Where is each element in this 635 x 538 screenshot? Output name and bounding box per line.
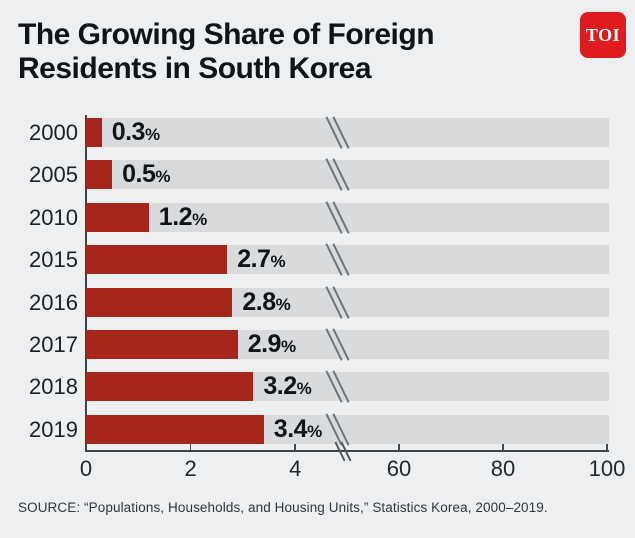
- chart-row-2016: 2.8% 2016: [29, 285, 609, 319]
- percent-sign: %: [307, 421, 322, 441]
- y-axis-line: [85, 115, 87, 451]
- chart-row-2005: 0.5% 2005: [29, 158, 609, 192]
- axis-break-mark-row: [325, 413, 355, 446]
- axis-break-mark-row: [325, 328, 355, 361]
- bar-2018: [86, 372, 254, 402]
- chart-title: The Growing Share of Foreign Residents i…: [18, 18, 435, 86]
- x-tick-label-80: 80: [490, 456, 516, 481]
- x-tick-4: [294, 444, 296, 451]
- value-number: 3.2: [263, 372, 297, 401]
- year-label-2017: 2017: [29, 332, 78, 357]
- percent-sign: %: [296, 379, 312, 399]
- value-label-2017: 2.9%: [248, 330, 296, 359]
- year-label-2018: 2018: [29, 374, 78, 400]
- bar-2010: [86, 202, 149, 232]
- chart-row-2015: 2.7% 2015: [29, 243, 609, 276]
- year-label-2000: 2000: [29, 120, 78, 145]
- x-tick-0: [85, 444, 87, 451]
- chart-row-2018: 3.2% 2018: [29, 370, 609, 404]
- axis-break-mark-row: [325, 201, 355, 234]
- year-label-2010: 2010: [29, 204, 78, 230]
- x-tick-100: [606, 444, 608, 451]
- bar-track: [86, 202, 609, 232]
- x-tick-80: [502, 444, 504, 451]
- chart-row-2000: 0.3% 2000: [29, 116, 609, 149]
- value-number: 1.2: [158, 202, 193, 231]
- bar-2017: [86, 330, 238, 359]
- value-label-2010: 1.2%: [159, 203, 207, 232]
- x-tick-2: [189, 444, 192, 451]
- chart-row-2017: 2.9% 2017: [29, 328, 609, 361]
- value-label-2016: 2.8%: [242, 288, 290, 317]
- chart-title-line1: The Growing Share of Foreign: [18, 18, 435, 51]
- value-number: 2.7: [237, 245, 271, 274]
- value-number: 3.4: [273, 414, 308, 443]
- percent-sign: %: [275, 294, 291, 314]
- percent-sign: %: [144, 125, 160, 144]
- value-label-2005: 0.5%: [122, 160, 170, 189]
- x-tick-label-2: 2: [184, 456, 197, 481]
- chart-row-2010: 1.2% 2010: [29, 201, 609, 234]
- year-label-2015: 2015: [29, 247, 78, 273]
- bar-2005: [86, 160, 113, 190]
- x-axis-break-mark: [334, 441, 353, 462]
- x-tick-label-100: 100: [588, 456, 626, 481]
- toi-logo-text: TOI: [585, 24, 621, 45]
- axis-break-mark-row: [325, 243, 355, 276]
- value-label-2015: 2.7%: [237, 245, 285, 274]
- value-label-2000: 0.3%: [112, 118, 160, 147]
- toi-logo: TOI: [580, 12, 626, 58]
- year-label-2019: 2019: [29, 416, 78, 442]
- bar-rows-container: 0.3% 2000 0.5% 2005 1.2% 2010 2.7% 2015 2.8% 2016…: [29, 116, 609, 448]
- percent-sign: %: [270, 252, 286, 272]
- x-tick-label-0: 0: [79, 456, 93, 481]
- bar-2000: [86, 118, 102, 147]
- x-tick-label-4: 4: [289, 456, 302, 481]
- bar-2016: [86, 287, 233, 317]
- value-number: 0.5: [122, 160, 156, 189]
- chart-title-line2: Residents in South Korea: [18, 52, 372, 85]
- percent-sign: %: [280, 337, 296, 356]
- source-note: SOURCE: “Populations, Households, and Ho…: [18, 500, 548, 515]
- value-number: 2.9: [247, 330, 282, 358]
- bar-2019: [86, 414, 264, 444]
- value-label-2018: 3.2%: [263, 372, 311, 401]
- chart-row-2019: 3.4% 2019: [29, 413, 609, 446]
- percent-sign: %: [192, 209, 207, 229]
- value-number: 2.8: [242, 287, 276, 316]
- value-number: 0.3: [111, 118, 146, 146]
- percent-sign: %: [155, 167, 170, 187]
- year-label-2016: 2016: [29, 289, 78, 315]
- axis-break-mark-row: [325, 285, 355, 319]
- x-tick-60: [398, 444, 400, 451]
- axis-break-mark-row: [325, 370, 355, 404]
- x-tick-label-60: 60: [386, 456, 412, 481]
- bar-2015: [86, 245, 228, 275]
- year-label-2005: 2005: [29, 162, 78, 188]
- axis-break-mark-row: [325, 158, 355, 192]
- value-label-2019: 3.4%: [274, 415, 322, 444]
- axis-break-mark-row: [325, 116, 355, 149]
